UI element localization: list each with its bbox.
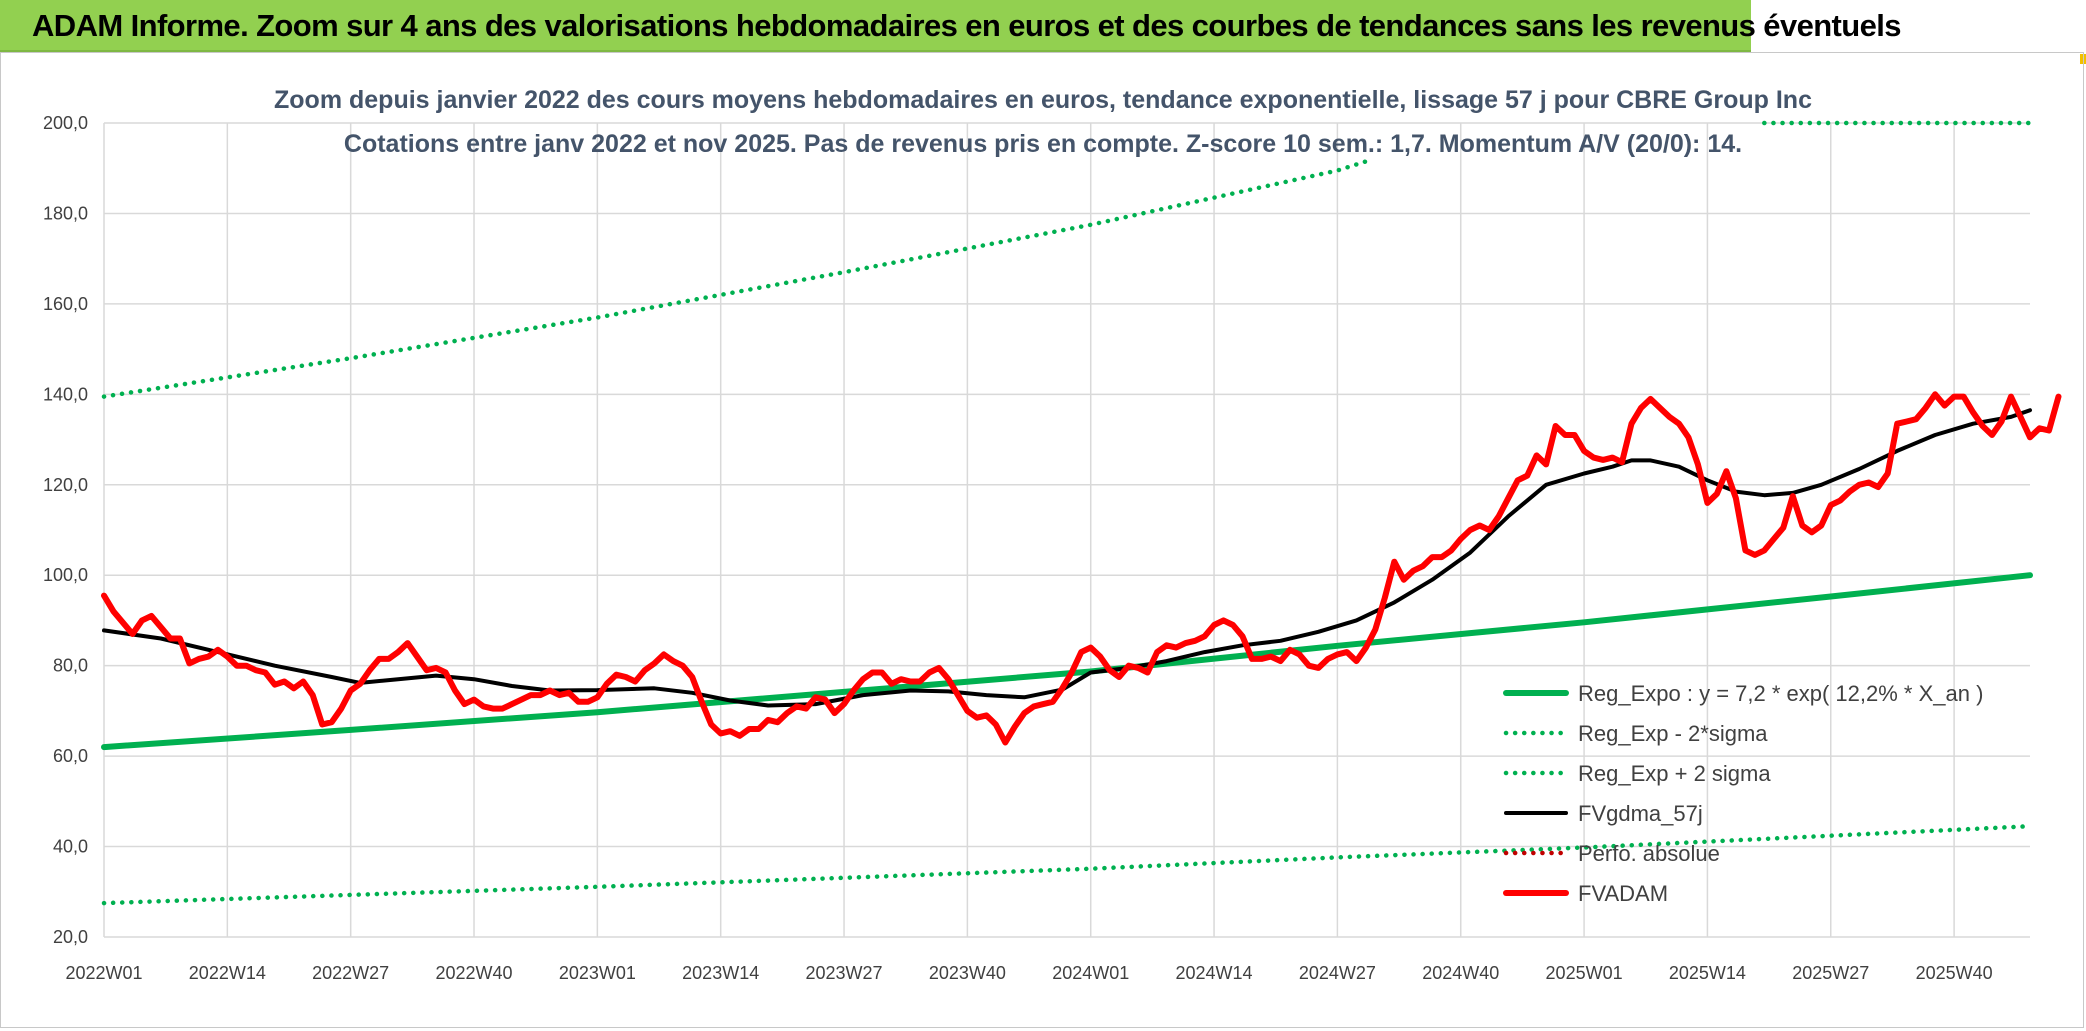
banner-title: ADAM Informe. Zoom sur 4 ans des valoris…: [32, 8, 1902, 43]
chart-titles: Zoom depuis janvier 2022 des cours moyen…: [274, 86, 1812, 158]
series-reg-exp-2-sigma: [101, 159, 1369, 399]
chart-title-line-2: Cotations entre janv 2022 et nov 2025. P…: [344, 130, 1742, 158]
x-tick-label: 2024W14: [1176, 963, 1253, 983]
series-fvgdma-57j: [102, 408, 2032, 708]
x-tick-label: 2022W14: [189, 963, 266, 983]
legend-label-reg-expo-y-7-2-exp-12-2-x-an: Reg_Expo : y = 7,2 * exp( 12,2% * X_an ): [1578, 681, 1983, 706]
series-reg-exp-2-sigma: [101, 823, 2033, 906]
series-fvadam: [101, 391, 2062, 746]
y-axis-ticks: 20,0 40,0 60,0 80,0 100,0 120,0 140,0 160,0 180,…: [43, 113, 88, 947]
x-tick-label: 2023W01: [559, 963, 636, 983]
x-tick-label: 2025W40: [1916, 963, 1993, 983]
y-tick-label: 20,0: [53, 927, 88, 947]
legend-label-fvadam: FVADAM: [1578, 881, 1668, 906]
x-tick-label: 2024W01: [1052, 963, 1129, 983]
report-banner: ADAM Informe. Zoom sur 4 ans des valoris…: [0, 0, 1902, 52]
x-tick-label: 2025W01: [1546, 963, 1623, 983]
y-tick-label: 180,0: [43, 203, 88, 223]
legend-label-perfo-absolue: Perfo. absolue: [1578, 841, 1720, 866]
x-tick-label: 2024W27: [1299, 963, 1376, 983]
x-tick-label: 2022W40: [435, 963, 512, 983]
x-tick-label: 2022W01: [65, 963, 142, 983]
series-lines: [101, 120, 2062, 906]
x-tick-label: 2022W27: [312, 963, 389, 983]
y-tick-label: 100,0: [43, 565, 88, 585]
y-tick-label: 60,0: [53, 746, 88, 766]
legend-label-reg-exp-2-sigma: Reg_Exp + 2 sigma: [1578, 761, 1771, 786]
y-tick-label: 80,0: [53, 656, 88, 676]
x-tick-label: 2023W14: [682, 963, 759, 983]
chart-frame: [0, 52, 2084, 1028]
x-tick-label: 2025W27: [1792, 963, 1869, 983]
legend-label-reg-exp-2-sigma: Reg_Exp - 2*sigma: [1578, 721, 1768, 746]
y-tick-label: 140,0: [43, 384, 88, 404]
legend-box: [1500, 670, 2000, 916]
x-tick-label: 2024W40: [1422, 963, 1499, 983]
chart-title-line-1: Zoom depuis janvier 2022 des cours moyen…: [274, 86, 1812, 114]
x-tick-label: 2025W14: [1669, 963, 1746, 983]
y-tick-label: 40,0: [53, 837, 88, 857]
chart-legend: Reg_Expo : y = 7,2 * exp( 12,2% * X_an )…: [1500, 670, 2000, 916]
y-tick-label: 200,0: [43, 113, 88, 133]
x-tick-label: 2023W27: [806, 963, 883, 983]
legend-label-fvgdma-57j: FVgdma_57j: [1578, 801, 1703, 826]
y-tick-label: 120,0: [43, 475, 88, 495]
x-axis-ticks: 2022W01 2022W14 2022W27 2022W40 2023W01 2023W…: [65, 963, 1992, 983]
x-tick-label: 2023W40: [929, 963, 1006, 983]
y-tick-label: 160,0: [43, 294, 88, 314]
